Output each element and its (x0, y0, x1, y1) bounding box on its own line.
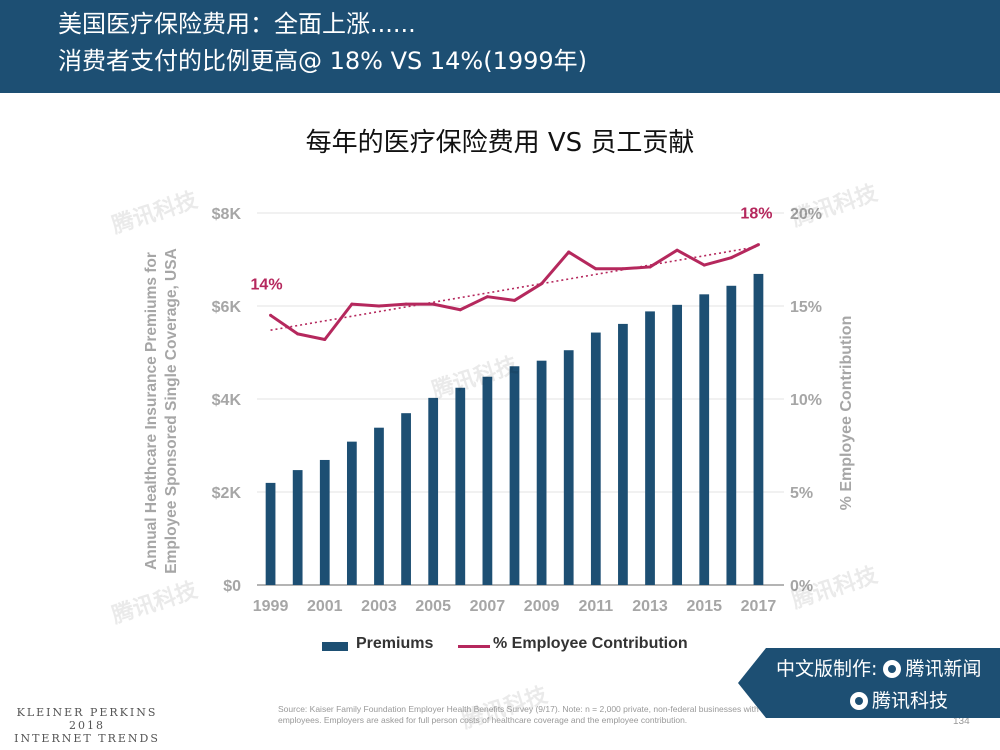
line-point (296, 332, 300, 336)
header-title-line2: 消费者支付的比例更高@ 18% VS 14%(1999年) (58, 47, 588, 75)
x-tick-label: 2005 (415, 598, 451, 615)
data-label: 18% (740, 206, 772, 223)
legend-label-contribution: % Employee Contribution (493, 635, 688, 652)
line-point (567, 250, 571, 254)
line-point (323, 337, 327, 341)
bar-premium (536, 360, 547, 585)
badge-row-1: 中文版制作: 腾讯新闻 (776, 654, 981, 681)
line-point (350, 302, 354, 306)
line-point (431, 302, 435, 306)
chart-title: 每年的医疗保险费用 VS 员工贡献 (305, 128, 695, 158)
x-tick-label: 2003 (361, 598, 397, 615)
badge-brand-tech: 腾讯科技 (872, 690, 949, 712)
line-point (756, 243, 760, 247)
footer-logo-line3: INTERNET TRENDS (14, 732, 160, 745)
x-tick-label: 2013 (632, 598, 668, 615)
line-point (377, 304, 381, 308)
x-tick-label: 2011 (578, 598, 613, 615)
bar-premium (374, 427, 384, 585)
data-label: 14% (251, 276, 283, 293)
bar-premium (401, 413, 411, 585)
x-tick-label: 2007 (470, 598, 506, 615)
footer-logo-line2: 2018 (69, 719, 105, 732)
line-point (513, 298, 516, 302)
badge-label: 中文版制作: (776, 658, 878, 680)
y2-tick-label: 10% (790, 392, 822, 409)
bar-premium (753, 273, 764, 585)
footer-logo-line1: KLEINER PERKINS (16, 706, 158, 719)
x-tick-label: 2017 (741, 598, 777, 615)
y2-tick-label: 5% (790, 485, 813, 502)
line-point (540, 282, 544, 286)
page-number: 134 (953, 716, 970, 727)
line-point (648, 265, 652, 269)
bar-premium (428, 397, 439, 585)
header-bar: 美国医疗保险费用：全面上涨...... 消费者支付的比例更高@ 18% VS 1… (0, 0, 1000, 93)
bar-premium (265, 482, 276, 585)
bar-premium (482, 376, 493, 585)
y2-tick-label: 0% (790, 578, 813, 595)
y-axis-title: Annual Healthcare Insurance Premiums for… (143, 248, 180, 574)
line-point (702, 263, 706, 267)
x-tick-label: 1999 (253, 598, 289, 615)
tencent-logo-icon (850, 692, 868, 710)
credit-badge: 中文版制作: 腾讯新闻 腾讯科技 (738, 648, 1000, 718)
legend-swatch-premiums (322, 642, 348, 651)
bar-premium (346, 441, 357, 585)
x-tick-label: 2015 (686, 598, 722, 615)
y2-tick-label: 20% (790, 206, 822, 223)
line-point (621, 267, 625, 271)
line-point (675, 248, 679, 252)
x-tick-label: 2001 (307, 598, 343, 615)
y-tick-label: $8K (212, 206, 242, 223)
source-note: Source: Kaiser Family Foundation Employe… (278, 704, 796, 725)
y-tick-label: $2K (212, 485, 242, 502)
badge-row-2: 腾讯科技 (850, 686, 948, 713)
line-point (729, 256, 733, 260)
y-tick-label: $4K (212, 392, 242, 409)
bar-premium (726, 285, 737, 585)
line-point (404, 302, 408, 306)
bar-premium (618, 323, 628, 585)
y2-axis-title: % Employee Contribution (838, 316, 855, 511)
bar-premium (672, 304, 683, 585)
bar-premium (699, 294, 710, 585)
line-point (485, 295, 489, 299)
x-tick-label: 2009 (524, 598, 560, 615)
bar-premium (563, 350, 574, 585)
legend-label-premiums: Premiums (356, 635, 434, 652)
header-title-line1: 美国医疗保险费用：全面上涨...... (58, 10, 416, 38)
bar-premium (645, 311, 655, 585)
line-point (594, 267, 598, 271)
badge-brand-news: 腾讯新闻 (905, 658, 982, 680)
bar-premium (590, 332, 601, 585)
bar-premium (319, 459, 330, 585)
line-point (269, 313, 273, 317)
line-point (458, 308, 462, 312)
trendline (270, 245, 759, 331)
y2-tick-label: 15% (790, 299, 822, 316)
bar-premium (509, 366, 520, 585)
bar-premium (455, 387, 466, 585)
y-tick-label: $6K (212, 299, 242, 316)
tencent-logo-icon (883, 660, 902, 678)
legend-swatch-contribution (458, 645, 490, 648)
bar-premium (292, 470, 303, 585)
y-tick-label: $0 (223, 578, 241, 595)
